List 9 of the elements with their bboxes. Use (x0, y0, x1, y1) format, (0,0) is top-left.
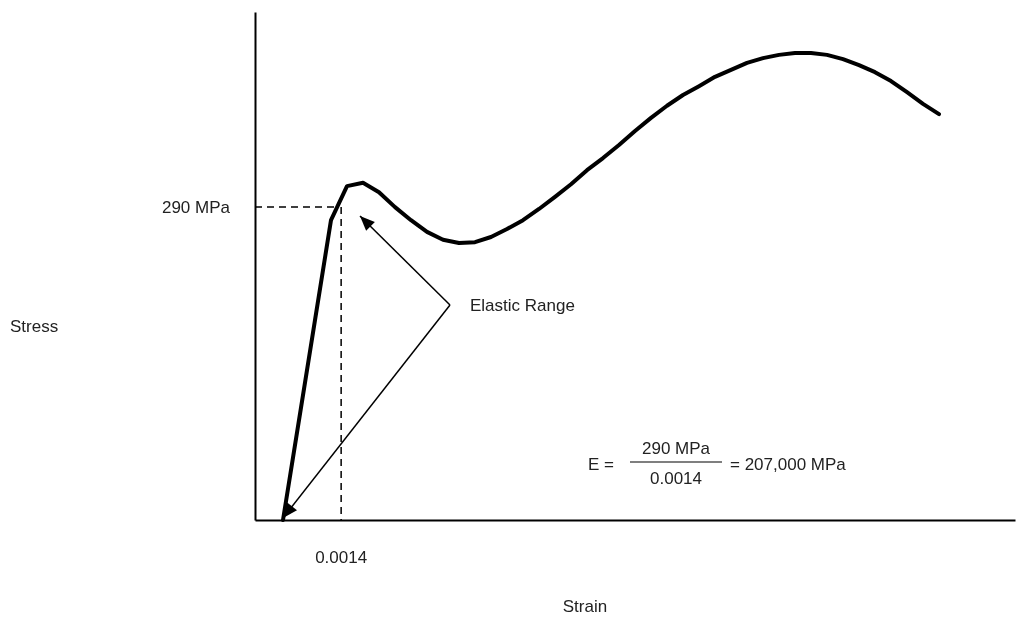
annotation: 290 MPa (641, 439, 711, 458)
ref-line-label: 290 MPa (161, 198, 231, 218)
text: Stress (10, 317, 59, 336)
x-axis-title: Strain (562, 597, 608, 616)
annotation: 0.0014 (650, 469, 702, 488)
text: 0.0014 (315, 548, 368, 567)
annotation: E = (588, 455, 615, 474)
annotation: = 207,000 MPa (730, 455, 847, 474)
annotation: Elastic Range (470, 296, 575, 315)
